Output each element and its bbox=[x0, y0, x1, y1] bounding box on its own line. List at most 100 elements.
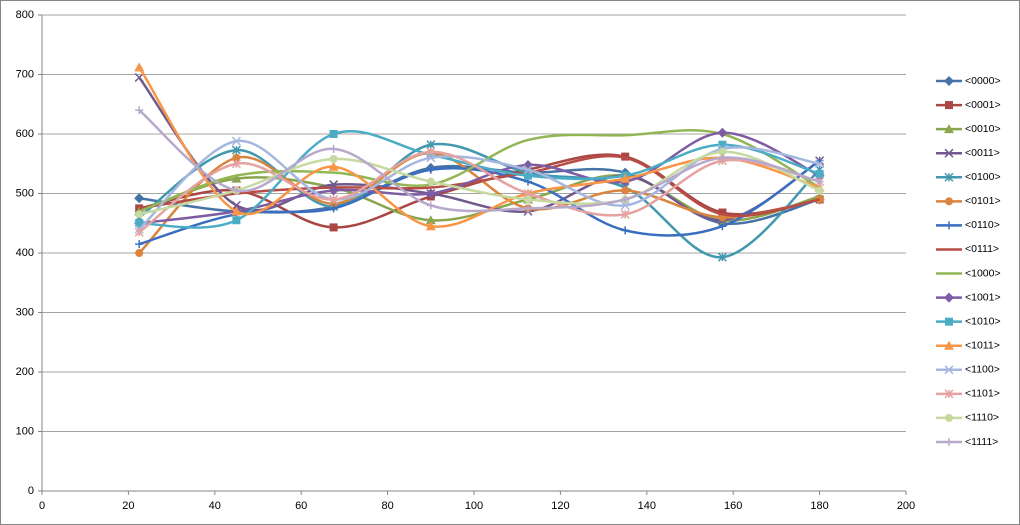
marker bbox=[718, 140, 727, 149]
legend-label: <0011> bbox=[965, 147, 1000, 159]
marker bbox=[426, 140, 436, 150]
marker bbox=[135, 240, 144, 249]
marker bbox=[231, 159, 241, 169]
marker bbox=[717, 127, 728, 138]
marker bbox=[231, 200, 241, 210]
y-tick-label: 300 bbox=[16, 306, 34, 318]
marker bbox=[232, 153, 241, 162]
legend-label: <0111> bbox=[965, 243, 999, 255]
marker bbox=[620, 200, 630, 210]
marker bbox=[523, 165, 533, 175]
marker bbox=[944, 389, 954, 399]
marker bbox=[232, 186, 241, 195]
marker bbox=[135, 249, 144, 257]
marker bbox=[717, 252, 727, 262]
marker bbox=[135, 219, 144, 228]
legend-label: <1011> bbox=[965, 340, 1000, 352]
legend-label: <0100> bbox=[965, 171, 1001, 183]
y-tick-label: 700 bbox=[16, 68, 34, 80]
marker bbox=[944, 172, 954, 182]
marker bbox=[329, 144, 338, 153]
legend-label: <0001> bbox=[965, 99, 1001, 111]
marker bbox=[329, 130, 338, 138]
legend-label: <1101> bbox=[965, 388, 1000, 400]
x-tick-label: 60 bbox=[295, 500, 307, 512]
marker bbox=[945, 221, 953, 230]
marker bbox=[329, 154, 338, 163]
line bbox=[138, 150, 821, 216]
x-tick-label: 160 bbox=[724, 500, 742, 512]
marker bbox=[620, 173, 631, 183]
legend-label: <0000> bbox=[965, 75, 1001, 87]
marker bbox=[426, 147, 436, 157]
series bbox=[139, 154, 820, 218]
marker bbox=[425, 215, 436, 225]
series bbox=[134, 147, 825, 237]
x-tick-label: 80 bbox=[381, 500, 393, 512]
x-tick-label: 180 bbox=[810, 500, 828, 512]
marker bbox=[329, 194, 339, 204]
marker bbox=[425, 221, 436, 231]
marker bbox=[944, 292, 954, 303]
marker bbox=[425, 188, 436, 199]
legend-label: <1111> bbox=[965, 436, 998, 448]
marker bbox=[231, 206, 242, 216]
marker bbox=[135, 210, 144, 219]
marker bbox=[718, 208, 727, 217]
line bbox=[139, 154, 820, 218]
legend-label: <1110> bbox=[965, 412, 999, 424]
legend-label: <1000> bbox=[965, 267, 1001, 279]
legend: <0000> <0001> <0010> <0011> <0100> <0101> <011… bbox=[936, 75, 1001, 448]
x-tick-label: 20 bbox=[122, 500, 134, 512]
marker bbox=[135, 106, 144, 115]
x-tick-label: 100 bbox=[465, 500, 483, 512]
x-tick-label: 120 bbox=[551, 500, 569, 512]
marker bbox=[134, 72, 144, 83]
marker bbox=[426, 165, 435, 174]
series bbox=[135, 106, 824, 213]
marker bbox=[945, 197, 953, 206]
marker bbox=[945, 101, 953, 110]
x-tick-label: 0 bbox=[39, 500, 45, 512]
line bbox=[138, 150, 820, 234]
marker bbox=[718, 222, 727, 231]
y-tick-label: 400 bbox=[16, 247, 34, 259]
legend-label: <1010> bbox=[965, 315, 1001, 327]
marker bbox=[815, 177, 824, 186]
legend-label: <1100> bbox=[965, 364, 1000, 376]
marker bbox=[621, 186, 630, 195]
marker bbox=[718, 153, 727, 162]
marker bbox=[329, 204, 338, 213]
y-tick-label: 100 bbox=[16, 425, 34, 437]
legend-label: <1001> bbox=[965, 291, 1001, 303]
marker bbox=[328, 185, 339, 196]
marker bbox=[231, 145, 241, 155]
marker bbox=[231, 173, 242, 183]
marker bbox=[944, 148, 954, 158]
marker bbox=[944, 124, 954, 134]
marker bbox=[621, 226, 630, 235]
marker bbox=[329, 223, 338, 232]
marker bbox=[524, 195, 532, 204]
marker bbox=[815, 159, 825, 169]
y-tick-label: 0 bbox=[28, 485, 34, 497]
marker bbox=[328, 161, 339, 171]
y-tick-label: 800 bbox=[16, 9, 34, 21]
marker bbox=[426, 177, 435, 186]
y-tick-label: 200 bbox=[16, 366, 34, 378]
marker bbox=[231, 136, 241, 146]
y-tick-label: 600 bbox=[16, 128, 34, 140]
marker bbox=[524, 204, 532, 213]
marker bbox=[134, 227, 144, 237]
x-tick-label: 40 bbox=[209, 500, 221, 512]
marker bbox=[718, 147, 727, 156]
marker bbox=[134, 193, 145, 204]
marker bbox=[426, 201, 435, 210]
marker bbox=[620, 209, 630, 219]
marker bbox=[944, 340, 954, 350]
marker bbox=[524, 171, 532, 180]
line bbox=[138, 142, 821, 259]
marker bbox=[134, 62, 145, 72]
marker bbox=[621, 195, 630, 204]
